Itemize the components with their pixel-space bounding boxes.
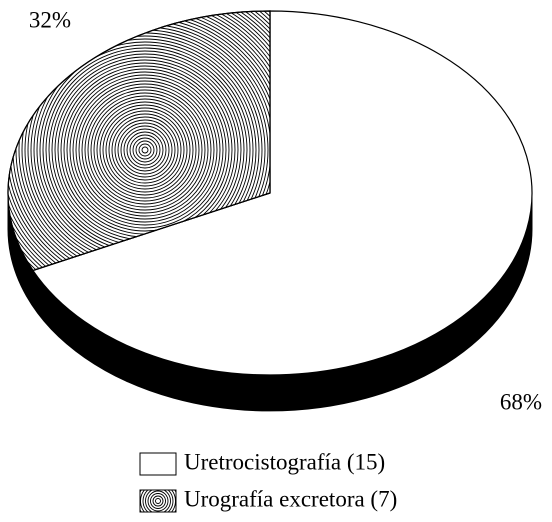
- legend-swatch: [139, 452, 177, 476]
- pie-slice: [31, 10, 533, 376]
- value-label: 32%: [29, 7, 71, 32]
- value-label: 68%: [500, 389, 542, 414]
- legend-label: Uretrocistografía (15): [184, 449, 385, 474]
- legend-label: Urografía excretora (7): [184, 486, 397, 511]
